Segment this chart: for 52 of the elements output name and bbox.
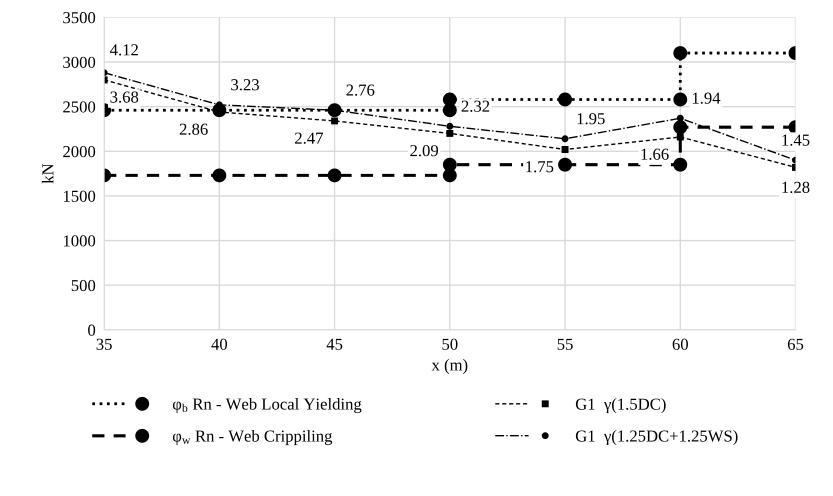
annotation: 2.09 xyxy=(410,145,438,156)
point xyxy=(442,92,457,106)
y-tick-label: 1000 xyxy=(64,235,96,247)
x-tick-label: 65 xyxy=(788,338,804,350)
y-axis-title: kN xyxy=(42,164,54,184)
point xyxy=(676,114,684,122)
legend-label: G1 γ(1.5DC) xyxy=(576,398,666,414)
annotation: 3.68 xyxy=(110,91,138,103)
point xyxy=(676,134,684,140)
point xyxy=(673,158,688,172)
point xyxy=(673,120,688,134)
x-tick-label: 60 xyxy=(672,338,688,350)
point xyxy=(212,168,226,182)
point xyxy=(446,130,454,137)
point xyxy=(562,135,569,142)
x-tick-label: 35 xyxy=(96,338,112,350)
annotation: 1.66 xyxy=(641,148,669,160)
annotation: 1.45 xyxy=(782,134,810,146)
point xyxy=(558,158,572,172)
x-tick-label: 50 xyxy=(442,338,458,350)
point xyxy=(673,92,688,106)
annotation: 2.86 xyxy=(180,124,208,135)
legend-label: φ$_{w}$ Rn - Web Crippiling xyxy=(172,430,332,446)
point xyxy=(446,122,454,130)
point xyxy=(442,158,457,172)
point xyxy=(558,92,572,106)
annotation: 2.32 xyxy=(462,100,490,112)
legend-label: G1 γ(1.25DC+1.25WS) xyxy=(576,430,738,446)
y-tick-label: 2000 xyxy=(63,146,96,158)
x-axis-title: x (m) xyxy=(432,358,468,374)
y-tick-label: 1500 xyxy=(64,190,96,202)
annotation: 2.47 xyxy=(295,132,323,144)
y-tick-label: 2500 xyxy=(63,101,96,113)
annotation: 1.75 xyxy=(526,161,554,172)
annotation: 3.23 xyxy=(231,79,259,90)
x-tick-label: 45 xyxy=(326,338,342,350)
legend-label: φ$_{b}$ Rn - Web Local Yielding xyxy=(172,398,362,414)
annotation: 2.76 xyxy=(346,84,374,96)
y-tick-label: 0 xyxy=(88,324,96,336)
y-tick-label: 3500 xyxy=(63,12,96,24)
annotation: 1.95 xyxy=(578,113,605,124)
point xyxy=(562,146,569,153)
y-tick-label: 3000 xyxy=(63,56,96,68)
point xyxy=(673,46,688,60)
point xyxy=(331,117,338,124)
annotation: 4.12 xyxy=(110,44,138,56)
x-tick-label: 55 xyxy=(558,338,573,350)
annotation: 1.94 xyxy=(692,92,720,104)
annotation: 1.28 xyxy=(782,182,810,194)
x-tick-label: 40 xyxy=(211,338,228,350)
point xyxy=(328,168,342,182)
y-tick-label: 500 xyxy=(72,280,96,292)
